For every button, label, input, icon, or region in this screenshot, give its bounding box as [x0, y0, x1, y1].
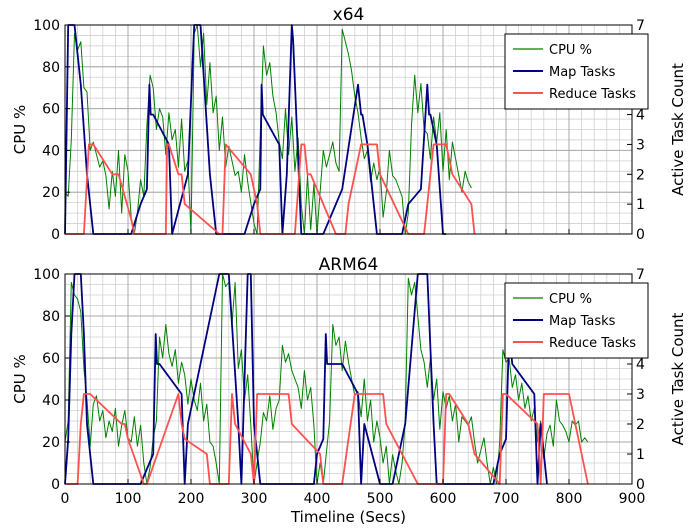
x64-legend-label-cpu: CPU %: [549, 43, 592, 58]
x64-legend-label-map-tasks: Map Tasks: [549, 65, 616, 80]
arm64-title: ARM64: [319, 255, 379, 275]
x64-y2tick-label: 0: [636, 227, 645, 243]
x64-ytick-label: 40: [42, 143, 60, 159]
arm64-xlabel: Timeline (Secs): [290, 508, 406, 526]
arm64-y2tick-label: 3: [636, 387, 645, 403]
x64-ytick-label: 60: [42, 102, 60, 118]
x64-y2tick-label: 4: [636, 108, 645, 124]
arm64-y2tick-label: 1: [636, 447, 645, 463]
x64-ytick-label: 80: [42, 60, 60, 76]
x64-ylabel: CPU %: [11, 105, 29, 155]
arm64-axes-frame: [64, 273, 633, 485]
arm64-xtick-label: 900: [619, 491, 646, 507]
arm64-series-reduce-tasks: [65, 393, 589, 485]
arm64-xtick-label: 300: [241, 491, 268, 507]
arm64-ytick-label: 20: [42, 435, 60, 451]
x64-y2tick-label: 3: [636, 137, 645, 153]
x64-y2tick-label: 2: [636, 167, 645, 183]
x64-ytick-label: 100: [33, 18, 60, 34]
x64-axes-frame: [64, 24, 633, 235]
arm64-ylabel: CPU %: [11, 354, 29, 404]
arm64-y2tick-label: 0: [636, 477, 645, 493]
x64-ytick-label: 20: [42, 185, 60, 201]
arm64-ytick-label: 0: [51, 477, 60, 493]
arm64-y2tick-label: 2: [636, 417, 645, 433]
arm64-y2label: Active Task Count: [669, 312, 687, 445]
arm64-xtick-label: 0: [61, 491, 70, 507]
arm64-ytick-label: 100: [33, 267, 60, 283]
x64-y2tick-label: 7: [636, 18, 645, 34]
arm64-xtick-label: 700: [493, 491, 520, 507]
arm64-ytick-label: 60: [42, 351, 60, 367]
x64-title: x64: [333, 5, 365, 25]
arm64-xtick-label: 200: [178, 491, 205, 507]
x64-y2tick-label: 1: [636, 197, 645, 213]
arm64-ytick-label: 80: [42, 309, 60, 325]
arm64-series-cpu: [64, 273, 589, 485]
x64-y2label: Active Task Count: [669, 63, 687, 196]
arm64-legend-label-cpu: CPU %: [549, 292, 592, 307]
x64-legend-label-reduce-tasks: Reduce Tasks: [549, 87, 636, 102]
arm64-y2tick-label: 7: [636, 267, 645, 283]
arm64-xtick-label: 500: [367, 491, 394, 507]
arm64-xtick-label: 400: [304, 491, 331, 507]
arm64-xtick-label: 100: [115, 491, 142, 507]
arm64-legend-label-reduce-tasks: Reduce Tasks: [549, 336, 636, 351]
arm64-y2tick-label: 4: [636, 357, 645, 373]
arm64-xtick-label: 800: [556, 491, 583, 507]
arm64-ytick-label: 40: [42, 393, 60, 409]
x64-series-reduce-tasks: [65, 143, 476, 235]
x64-series-map-tasks: [64, 24, 447, 235]
arm64-xtick-label: 600: [430, 491, 457, 507]
arm64-legend-label-map-tasks: Map Tasks: [549, 314, 616, 329]
x64-ytick-label: 0: [51, 227, 60, 243]
